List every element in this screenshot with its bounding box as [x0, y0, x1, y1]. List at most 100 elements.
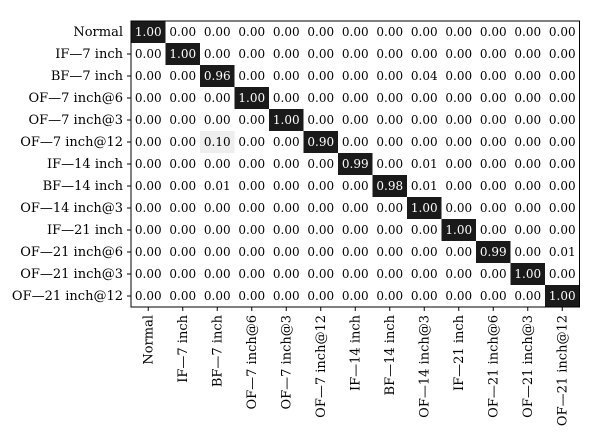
cell-value-label: 0.00: [549, 267, 576, 281]
cell-value-label: 0.00: [480, 91, 507, 105]
heatmap-cell: [476, 263, 511, 285]
heatmap-cell: [476, 197, 511, 219]
row-label: OF—21 inch@12: [12, 289, 123, 304]
row-label: OF—7 inch@6: [28, 91, 123, 106]
cell-value-label: 0.00: [342, 113, 369, 127]
cell-value-label: 0.00: [514, 245, 541, 259]
cell-value-label: 0.01: [204, 179, 231, 193]
heatmap-cell: [545, 65, 580, 87]
cell-value-label: 0.00: [204, 157, 231, 171]
heatmap-cell: [234, 87, 269, 109]
heatmap-cell: [200, 285, 235, 307]
heatmap-cell: [407, 109, 442, 131]
column-label: OF—7 inch@3: [279, 315, 294, 410]
cell-value-label: 0.00: [411, 245, 438, 259]
cell-value-label: 0.00: [342, 47, 369, 61]
cell-value-label: 0.00: [342, 135, 369, 149]
cell-value-label: 1.00: [514, 267, 541, 281]
cell-value-label: 0.00: [307, 69, 334, 83]
heatmap-cell: [131, 109, 166, 131]
row-labels: Normal IF—7 inch BF—7 inch OF—7 inch@6 OF—7 …: [12, 25, 131, 304]
cell-value-label: 0.00: [445, 245, 472, 259]
cell-value-label: 0.00: [376, 289, 403, 303]
cell-value-label: 0.00: [549, 113, 576, 127]
heatmap-cell: [407, 285, 442, 307]
cell-value-label: 0.00: [273, 69, 300, 83]
heatmap-cell: [441, 87, 476, 109]
row-label: IF—7 inch: [55, 47, 123, 62]
heatmap-cell: [269, 219, 304, 241]
cell-value-label: 0.00: [342, 91, 369, 105]
heatmap-cell: [269, 197, 304, 219]
heatmap-cell: [269, 65, 304, 87]
cell-value-label: 0.00: [307, 179, 334, 193]
cell-value-label: 1.00: [169, 47, 196, 61]
cell-value-label: 0.00: [307, 201, 334, 215]
cell-value-label: 0.00: [238, 201, 265, 215]
cell-value-label: 0.00: [135, 201, 162, 215]
column-label: Normal: [141, 315, 156, 365]
heatmap-cell: [441, 131, 476, 153]
heatmap-cell: [303, 153, 338, 175]
cell-value-label: 0.00: [411, 91, 438, 105]
heatmap-cell: [131, 219, 166, 241]
heatmap-cell: [545, 285, 580, 307]
heatmap-cell: [269, 87, 304, 109]
heatmap-cell: [131, 241, 166, 263]
cell-value-label: 0.00: [238, 223, 265, 237]
heatmap-cell: [510, 21, 545, 43]
heatmap-cell: [372, 241, 407, 263]
cell-value-label: 0.00: [445, 135, 472, 149]
heatmap-cell: [200, 109, 235, 131]
cell-value-label: 1.00: [411, 201, 438, 215]
heatmap-cell: [407, 219, 442, 241]
cell-value-label: 0.04: [411, 69, 438, 83]
cell-value-label: 1.00: [273, 113, 300, 127]
cell-value-label: 0.00: [238, 179, 265, 193]
heatmap-cell: [545, 87, 580, 109]
heatmap-cell: [441, 285, 476, 307]
cell-value-label: 0.00: [135, 113, 162, 127]
row-label: OF—14 inch@3: [20, 201, 123, 216]
cell-value-label: 0.00: [342, 179, 369, 193]
heatmap-cell: [165, 263, 200, 285]
heatmap-cell: [131, 65, 166, 87]
heatmap-cell: [407, 21, 442, 43]
heatmap-cell: [338, 153, 373, 175]
heatmap-cell: [131, 43, 166, 65]
heatmap-cell: [510, 285, 545, 307]
heatmap-cell: [407, 263, 442, 285]
heatmap-cell: [407, 87, 442, 109]
heatmap-cell: [303, 263, 338, 285]
cell-value-label: 0.00: [204, 201, 231, 215]
cell-value-label: 0.00: [204, 245, 231, 259]
cell-value-label: 0.00: [445, 25, 472, 39]
heatmap-cell: [131, 131, 166, 153]
cell-value-label: 0.00: [445, 201, 472, 215]
cell-value-label: 0.00: [307, 245, 334, 259]
cell-value-label: 0.00: [238, 289, 265, 303]
heatmap-cell: [200, 43, 235, 65]
heatmap-cell: [476, 43, 511, 65]
heatmap-cell: [372, 43, 407, 65]
heatmap-cell: [200, 241, 235, 263]
cell-value-label: 0.00: [480, 223, 507, 237]
cell-value-label: 0.00: [238, 267, 265, 281]
cell-value-label: 0.00: [549, 201, 576, 215]
cell-value-label: 0.00: [204, 289, 231, 303]
heatmap-cell: [372, 65, 407, 87]
heatmap-cell: [165, 87, 200, 109]
heatmap-cell: [131, 175, 166, 197]
heatmap-cell: [510, 87, 545, 109]
cell-value-label: 0.00: [376, 25, 403, 39]
heatmap-cell: [234, 65, 269, 87]
cell-value-label: 0.00: [411, 47, 438, 61]
cell-value-label: 0.00: [549, 157, 576, 171]
heatmap-cell: [441, 175, 476, 197]
cell-value-label: 0.00: [549, 47, 576, 61]
cell-value-label: 0.98: [376, 179, 403, 193]
heatmap-cell: [545, 263, 580, 285]
heatmap-cell: [407, 65, 442, 87]
cell-value-label: 0.00: [342, 69, 369, 83]
heatmap-cell: [131, 263, 166, 285]
